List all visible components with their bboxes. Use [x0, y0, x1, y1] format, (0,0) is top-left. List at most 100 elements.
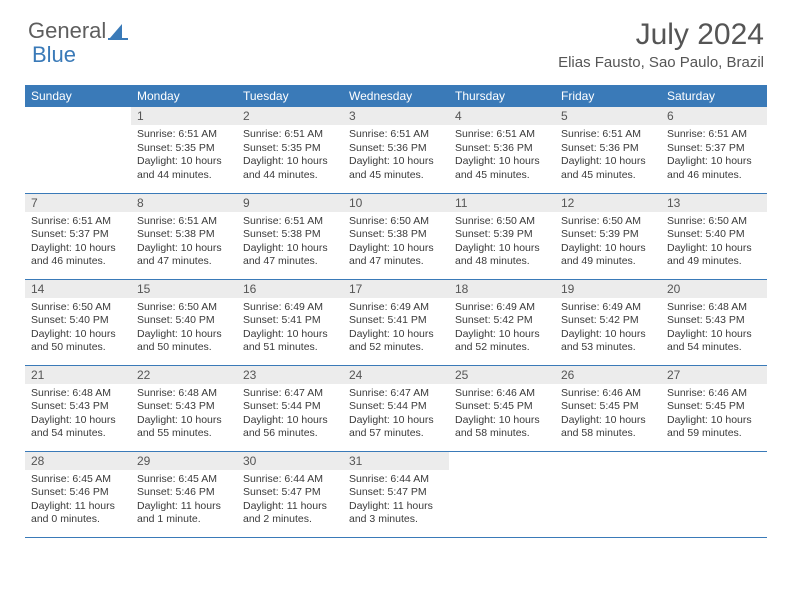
day-number: 6 — [661, 107, 767, 125]
calendar-cell: 22Sunrise: 6:48 AMSunset: 5:43 PMDayligh… — [131, 365, 237, 451]
calendar-cell: 24Sunrise: 6:47 AMSunset: 5:44 PMDayligh… — [343, 365, 449, 451]
day-header: Saturday — [661, 85, 767, 107]
calendar-cell — [555, 451, 661, 537]
day-number: 1 — [131, 107, 237, 125]
day-header: Friday — [555, 85, 661, 107]
calendar-week-row: 21Sunrise: 6:48 AMSunset: 5:43 PMDayligh… — [25, 365, 767, 451]
calendar-cell: 15Sunrise: 6:50 AMSunset: 5:40 PMDayligh… — [131, 279, 237, 365]
day-number: 4 — [449, 107, 555, 125]
day-number: 30 — [237, 452, 343, 470]
calendar-cell: 9Sunrise: 6:51 AMSunset: 5:38 PMDaylight… — [237, 193, 343, 279]
day-number: 17 — [343, 280, 449, 298]
day-details: Sunrise: 6:46 AMSunset: 5:45 PMDaylight:… — [449, 384, 555, 445]
calendar-week-row: 28Sunrise: 6:45 AMSunset: 5:46 PMDayligh… — [25, 451, 767, 537]
day-details: Sunrise: 6:51 AMSunset: 5:37 PMDaylight:… — [661, 125, 767, 186]
day-number: 20 — [661, 280, 767, 298]
day-number: 23 — [237, 366, 343, 384]
day-details: Sunrise: 6:50 AMSunset: 5:40 PMDaylight:… — [661, 212, 767, 273]
day-number: 25 — [449, 366, 555, 384]
day-number: 15 — [131, 280, 237, 298]
day-details: Sunrise: 6:50 AMSunset: 5:39 PMDaylight:… — [555, 212, 661, 273]
day-details: Sunrise: 6:51 AMSunset: 5:35 PMDaylight:… — [237, 125, 343, 186]
day-header: Wednesday — [343, 85, 449, 107]
day-details: Sunrise: 6:46 AMSunset: 5:45 PMDaylight:… — [661, 384, 767, 445]
day-details: Sunrise: 6:49 AMSunset: 5:41 PMDaylight:… — [237, 298, 343, 359]
header: General July 2024 Elias Fausto, Sao Paul… — [0, 0, 792, 75]
day-number: 31 — [343, 452, 449, 470]
day-number: 24 — [343, 366, 449, 384]
day-number: 2 — [237, 107, 343, 125]
calendar-cell: 26Sunrise: 6:46 AMSunset: 5:45 PMDayligh… — [555, 365, 661, 451]
calendar-cell: 13Sunrise: 6:50 AMSunset: 5:40 PMDayligh… — [661, 193, 767, 279]
calendar-cell — [449, 451, 555, 537]
month-title: July 2024 — [558, 18, 764, 52]
day-header: Thursday — [449, 85, 555, 107]
day-number: 11 — [449, 194, 555, 212]
calendar-cell: 25Sunrise: 6:46 AMSunset: 5:45 PMDayligh… — [449, 365, 555, 451]
calendar-cell: 10Sunrise: 6:50 AMSunset: 5:38 PMDayligh… — [343, 193, 449, 279]
calendar-cell: 2Sunrise: 6:51 AMSunset: 5:35 PMDaylight… — [237, 107, 343, 193]
day-number: 14 — [25, 280, 131, 298]
day-details: Sunrise: 6:47 AMSunset: 5:44 PMDaylight:… — [237, 384, 343, 445]
day-details: Sunrise: 6:48 AMSunset: 5:43 PMDaylight:… — [661, 298, 767, 359]
day-number: 7 — [25, 194, 131, 212]
day-number: 5 — [555, 107, 661, 125]
day-number: 18 — [449, 280, 555, 298]
day-header: Monday — [131, 85, 237, 107]
calendar-cell: 16Sunrise: 6:49 AMSunset: 5:41 PMDayligh… — [237, 279, 343, 365]
calendar-cell: 27Sunrise: 6:46 AMSunset: 5:45 PMDayligh… — [661, 365, 767, 451]
calendar-cell: 20Sunrise: 6:48 AMSunset: 5:43 PMDayligh… — [661, 279, 767, 365]
calendar-cell: 11Sunrise: 6:50 AMSunset: 5:39 PMDayligh… — [449, 193, 555, 279]
calendar-cell: 14Sunrise: 6:50 AMSunset: 5:40 PMDayligh… — [25, 279, 131, 365]
brand-line2: Blue — [32, 42, 76, 68]
calendar-body: 1Sunrise: 6:51 AMSunset: 5:35 PMDaylight… — [25, 107, 767, 537]
day-number: 27 — [661, 366, 767, 384]
day-details: Sunrise: 6:51 AMSunset: 5:35 PMDaylight:… — [131, 125, 237, 186]
calendar-week-row: 14Sunrise: 6:50 AMSunset: 5:40 PMDayligh… — [25, 279, 767, 365]
calendar-cell: 28Sunrise: 6:45 AMSunset: 5:46 PMDayligh… — [25, 451, 131, 537]
day-details: Sunrise: 6:51 AMSunset: 5:37 PMDaylight:… — [25, 212, 131, 273]
day-details: Sunrise: 6:48 AMSunset: 5:43 PMDaylight:… — [25, 384, 131, 445]
day-number: 19 — [555, 280, 661, 298]
day-details: Sunrise: 6:49 AMSunset: 5:41 PMDaylight:… — [343, 298, 449, 359]
day-number: 26 — [555, 366, 661, 384]
day-number: 10 — [343, 194, 449, 212]
calendar-week-row: 1Sunrise: 6:51 AMSunset: 5:35 PMDaylight… — [25, 107, 767, 193]
day-number: 12 — [555, 194, 661, 212]
calendar-cell: 4Sunrise: 6:51 AMSunset: 5:36 PMDaylight… — [449, 107, 555, 193]
day-number: 22 — [131, 366, 237, 384]
day-details: Sunrise: 6:50 AMSunset: 5:39 PMDaylight:… — [449, 212, 555, 273]
calendar-cell: 5Sunrise: 6:51 AMSunset: 5:36 PMDaylight… — [555, 107, 661, 193]
day-details: Sunrise: 6:51 AMSunset: 5:36 PMDaylight:… — [343, 125, 449, 186]
day-number: 3 — [343, 107, 449, 125]
calendar-cell: 3Sunrise: 6:51 AMSunset: 5:36 PMDaylight… — [343, 107, 449, 193]
day-details: Sunrise: 6:46 AMSunset: 5:45 PMDaylight:… — [555, 384, 661, 445]
day-details: Sunrise: 6:45 AMSunset: 5:46 PMDaylight:… — [25, 470, 131, 531]
day-details: Sunrise: 6:51 AMSunset: 5:38 PMDaylight:… — [131, 212, 237, 273]
brand-part2: Blue — [32, 42, 76, 68]
day-number: 8 — [131, 194, 237, 212]
calendar-cell: 7Sunrise: 6:51 AMSunset: 5:37 PMDaylight… — [25, 193, 131, 279]
day-header: Sunday — [25, 85, 131, 107]
day-details: Sunrise: 6:50 AMSunset: 5:40 PMDaylight:… — [131, 298, 237, 359]
day-details: Sunrise: 6:45 AMSunset: 5:46 PMDaylight:… — [131, 470, 237, 531]
day-number: 16 — [237, 280, 343, 298]
day-details: Sunrise: 6:49 AMSunset: 5:42 PMDaylight:… — [555, 298, 661, 359]
day-header: Tuesday — [237, 85, 343, 107]
calendar-cell: 19Sunrise: 6:49 AMSunset: 5:42 PMDayligh… — [555, 279, 661, 365]
calendar-table: SundayMondayTuesdayWednesdayThursdayFrid… — [25, 85, 767, 538]
calendar-cell — [661, 451, 767, 537]
day-details: Sunrise: 6:51 AMSunset: 5:36 PMDaylight:… — [449, 125, 555, 186]
day-details: Sunrise: 6:47 AMSunset: 5:44 PMDaylight:… — [343, 384, 449, 445]
day-details: Sunrise: 6:50 AMSunset: 5:40 PMDaylight:… — [25, 298, 131, 359]
calendar-cell: 21Sunrise: 6:48 AMSunset: 5:43 PMDayligh… — [25, 365, 131, 451]
day-number: 29 — [131, 452, 237, 470]
calendar-cell: 18Sunrise: 6:49 AMSunset: 5:42 PMDayligh… — [449, 279, 555, 365]
day-header-row: SundayMondayTuesdayWednesdayThursdayFrid… — [25, 85, 767, 107]
day-details: Sunrise: 6:51 AMSunset: 5:38 PMDaylight:… — [237, 212, 343, 273]
location-text: Elias Fausto, Sao Paulo, Brazil — [558, 54, 764, 71]
calendar-cell: 1Sunrise: 6:51 AMSunset: 5:35 PMDaylight… — [131, 107, 237, 193]
calendar-cell: 8Sunrise: 6:51 AMSunset: 5:38 PMDaylight… — [131, 193, 237, 279]
calendar-cell: 31Sunrise: 6:44 AMSunset: 5:47 PMDayligh… — [343, 451, 449, 537]
calendar-cell: 6Sunrise: 6:51 AMSunset: 5:37 PMDaylight… — [661, 107, 767, 193]
